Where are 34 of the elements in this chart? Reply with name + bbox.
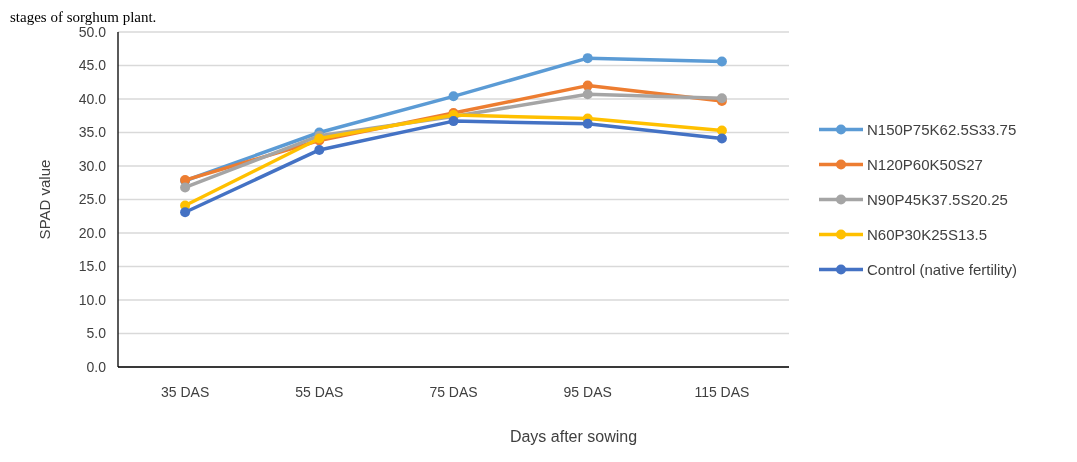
point bbox=[180, 182, 191, 193]
legend-label: N120P60K50S27 bbox=[867, 155, 983, 173]
y-tick-label: 20.0 bbox=[78, 224, 107, 241]
y-tick-label: 30.0 bbox=[78, 157, 107, 174]
y-axis-title: SPAD value bbox=[36, 159, 53, 240]
text: stages of sorghum plant. bbox=[10, 9, 157, 25]
y-tick-label: 40.0 bbox=[78, 90, 107, 107]
x-axis-title: Days after sowing bbox=[509, 428, 638, 445]
point bbox=[582, 53, 593, 64]
legend-label: Control (native fertility) bbox=[867, 260, 1018, 278]
legend-label: N150P75K62.5S33.75 bbox=[867, 120, 1017, 138]
y-tick-label: 10.0 bbox=[78, 291, 107, 308]
point bbox=[314, 144, 325, 155]
y-tick-label: 35.0 bbox=[78, 124, 107, 141]
x-tick-label: 75 DAS bbox=[429, 384, 478, 400]
x-tick-label: 55 DAS bbox=[295, 384, 344, 400]
point bbox=[582, 80, 593, 91]
y-tick-label: 5.0 bbox=[86, 325, 107, 342]
point bbox=[448, 116, 459, 127]
point bbox=[582, 118, 593, 129]
x-tick-label: 115 DAS bbox=[694, 384, 750, 400]
y-tick-label: 15.0 bbox=[78, 258, 107, 275]
y-tick-label: 45.0 bbox=[78, 57, 107, 74]
x-tick-label: 95 DAS bbox=[563, 384, 612, 400]
x-tick-label: 35 DAS bbox=[160, 384, 210, 400]
y-tick-label: 0.0 bbox=[86, 358, 107, 375]
point bbox=[582, 89, 593, 100]
legend-label: N90P45K37.5S20.25 bbox=[867, 190, 1008, 208]
point bbox=[180, 207, 191, 218]
y-tick-label: 25.0 bbox=[78, 191, 107, 208]
legend-label: N60P30K25S13.5 bbox=[867, 225, 988, 243]
point bbox=[448, 91, 459, 102]
point bbox=[716, 56, 727, 67]
point bbox=[716, 133, 727, 144]
